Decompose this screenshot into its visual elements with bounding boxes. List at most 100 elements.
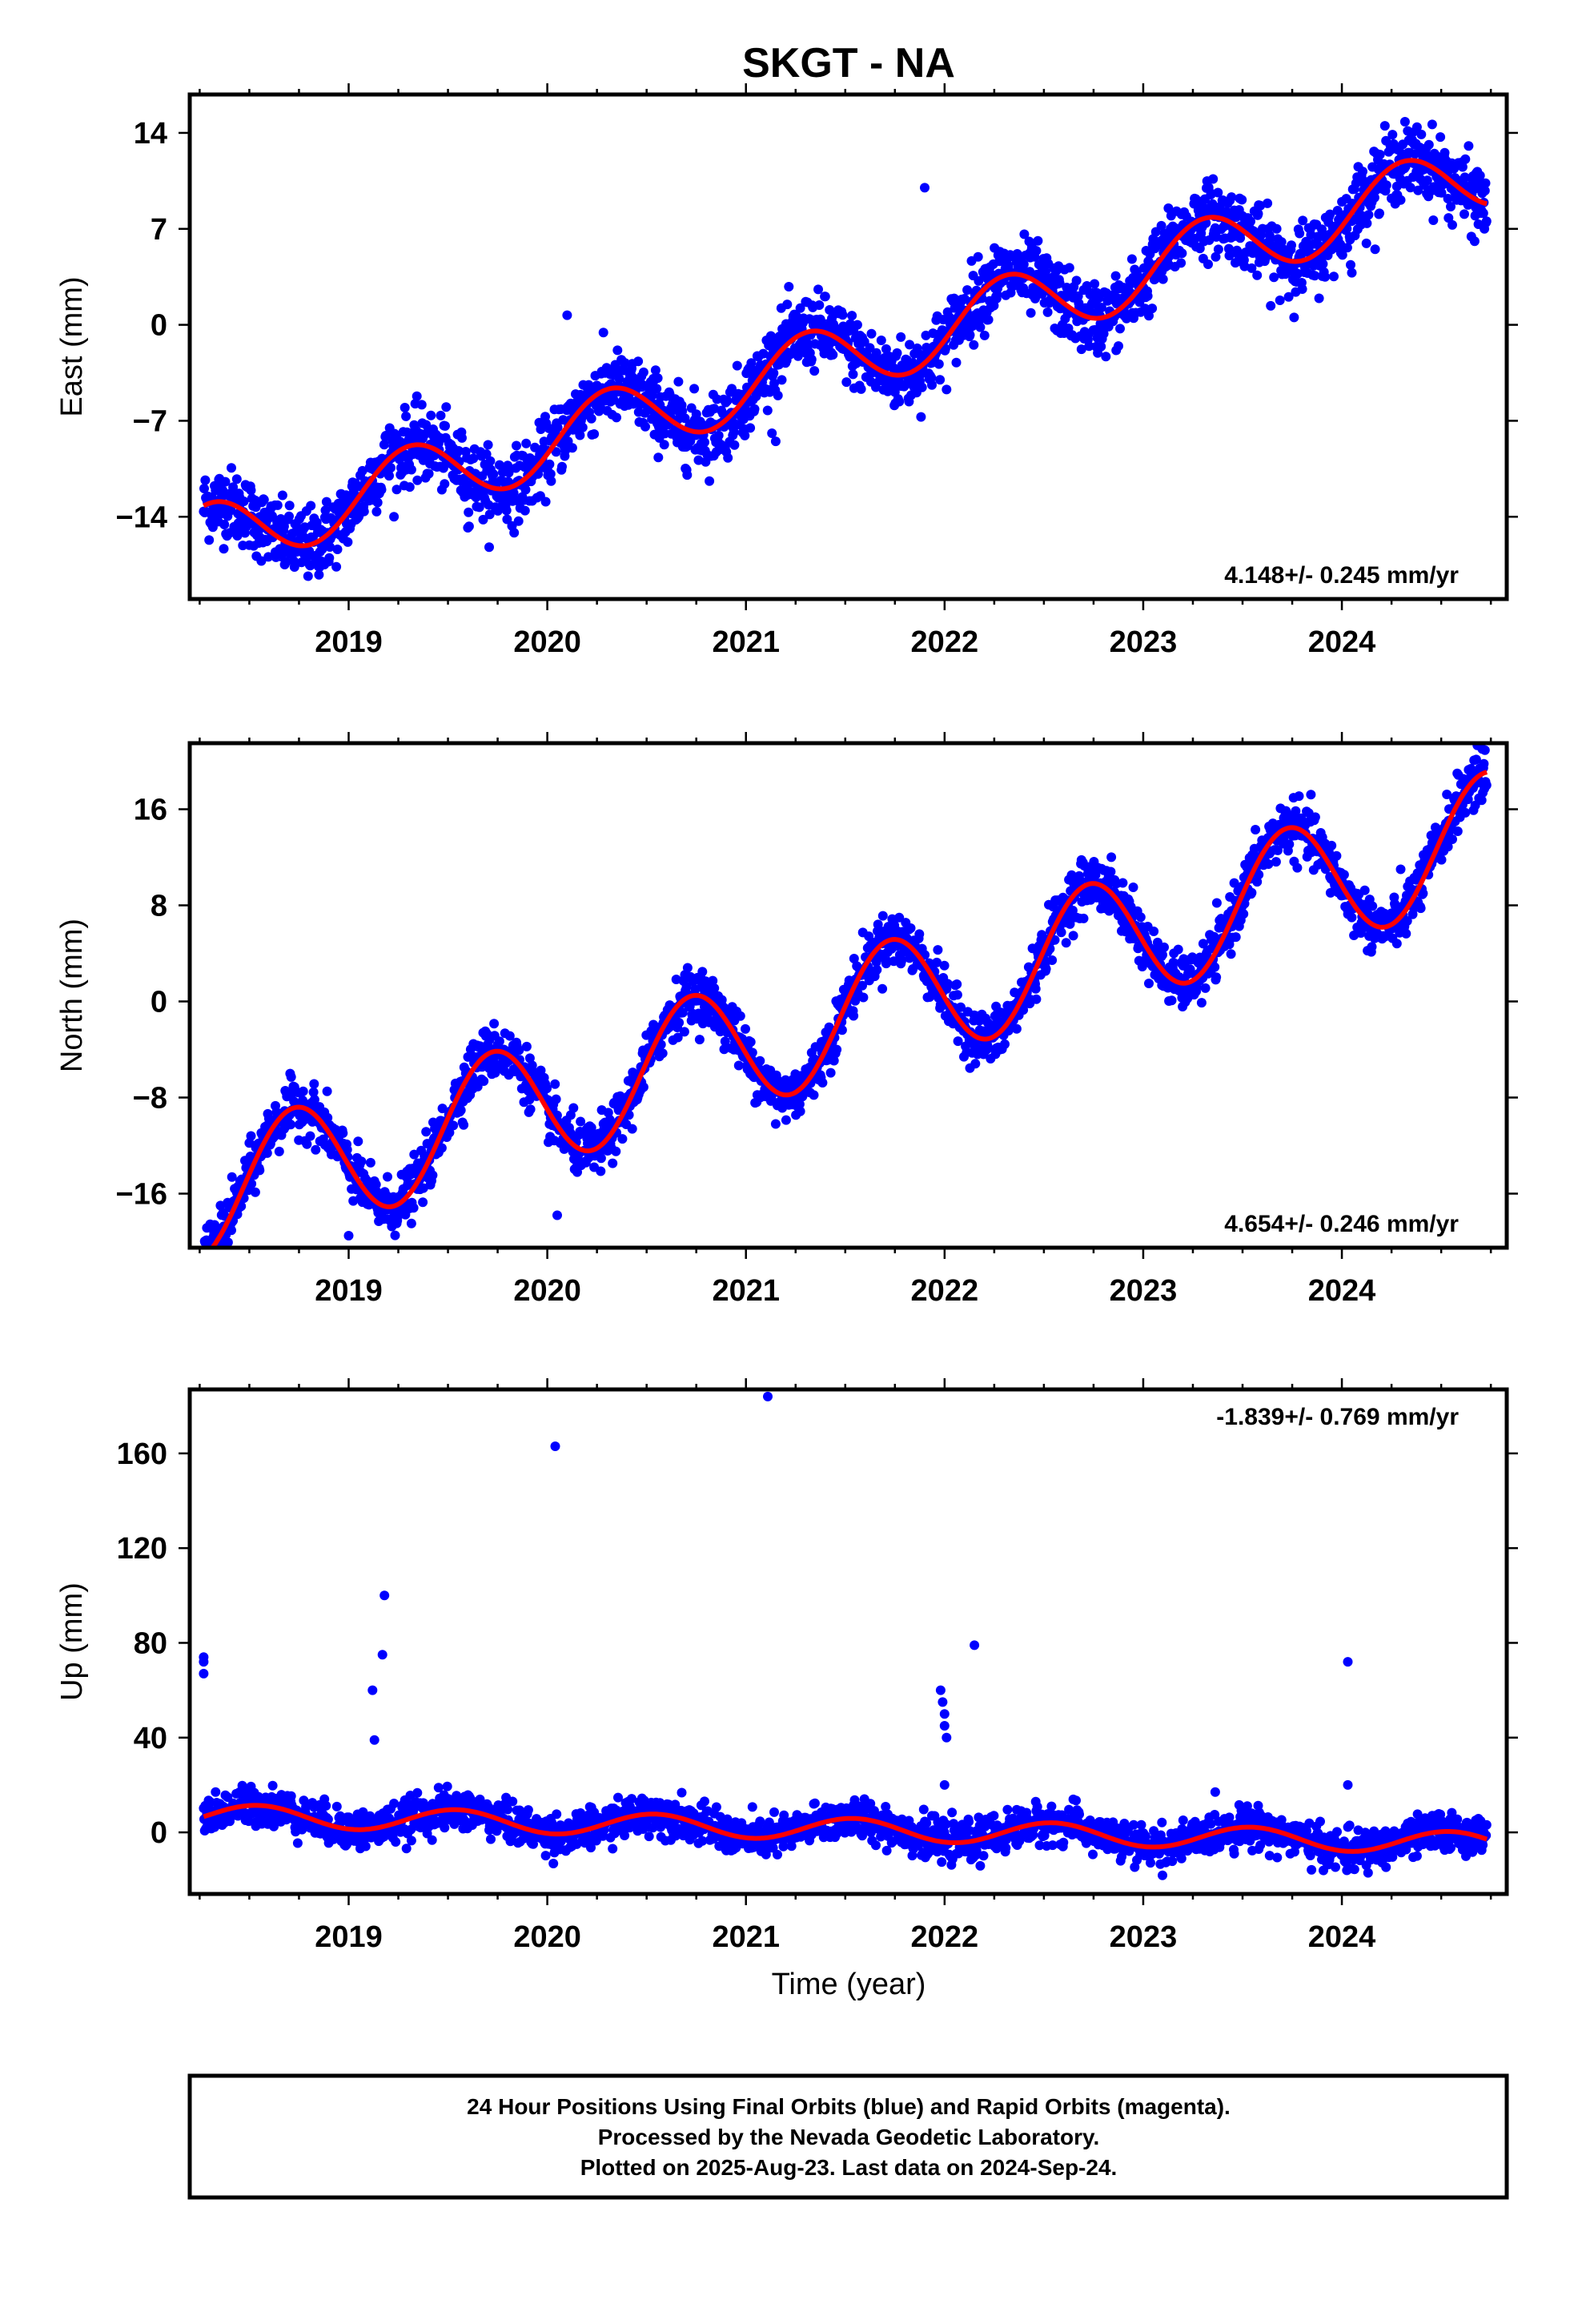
data-point	[1226, 949, 1236, 959]
data-point	[338, 1128, 348, 1138]
data-point	[1443, 842, 1453, 852]
data-point	[892, 348, 902, 358]
data-point	[841, 377, 852, 388]
data-point	[459, 1120, 469, 1130]
data-point	[1142, 291, 1153, 301]
data-point	[509, 528, 520, 538]
data-point	[468, 453, 479, 464]
data-point	[1037, 289, 1047, 300]
data-point	[1031, 994, 1042, 1004]
data-point	[1106, 866, 1116, 877]
data-point	[1247, 887, 1257, 898]
data-point	[1050, 935, 1060, 945]
y-axis-label: East (mm)	[55, 276, 89, 416]
data-point	[1229, 878, 1239, 888]
data-point	[342, 1144, 352, 1155]
data-point	[896, 956, 906, 967]
data-point	[741, 1023, 750, 1034]
data-point	[905, 923, 916, 933]
x-tick-label: 2024	[1308, 1274, 1376, 1308]
data-point	[309, 1079, 319, 1089]
data-point	[286, 1120, 296, 1130]
data-point	[1263, 198, 1273, 208]
data-point	[227, 463, 236, 473]
data-point	[324, 553, 335, 563]
data-point	[1363, 210, 1374, 220]
data-point	[1231, 932, 1241, 943]
data-point	[638, 1082, 648, 1092]
data-point	[353, 1136, 363, 1147]
data-point	[263, 552, 274, 562]
data-point	[223, 1237, 233, 1248]
data-point	[1325, 209, 1335, 219]
data-point	[441, 402, 452, 412]
data-point	[926, 372, 937, 383]
data-point	[708, 975, 718, 986]
data-point	[674, 1018, 685, 1027]
data-point	[934, 359, 944, 369]
data-point	[418, 1197, 428, 1208]
data-point	[722, 396, 733, 406]
data-point	[1033, 235, 1043, 246]
data-point	[568, 1103, 579, 1113]
data-point	[781, 1115, 791, 1125]
data-point	[817, 1078, 828, 1088]
data-point	[719, 1044, 729, 1055]
data-point	[372, 497, 383, 508]
data-point	[1213, 244, 1223, 255]
data-point	[1310, 812, 1320, 822]
y-tick-label: 0	[151, 309, 167, 343]
data-point	[727, 384, 737, 394]
outlier-point	[343, 1231, 354, 1240]
data-point	[777, 375, 787, 385]
data-point	[624, 1110, 634, 1120]
data-point	[729, 440, 740, 450]
data-point	[1329, 271, 1339, 282]
x-tick-label: 2021	[712, 625, 780, 659]
data-point	[953, 1036, 963, 1047]
data-point	[1166, 995, 1177, 1006]
data-point	[873, 919, 883, 930]
data-point	[502, 514, 512, 525]
data-point	[542, 1084, 552, 1094]
data-point	[371, 1180, 381, 1190]
data-point	[1447, 219, 1457, 230]
data-point	[1369, 192, 1379, 203]
data-point	[286, 1072, 296, 1082]
data-point	[973, 251, 983, 262]
data-point	[767, 428, 777, 438]
x-tick-label: 2020	[513, 1274, 581, 1308]
data-point	[412, 391, 422, 401]
data-point	[1275, 296, 1285, 305]
data-point	[940, 344, 950, 354]
data-point	[384, 471, 394, 481]
figure-title: SKGT - NA	[742, 40, 955, 86]
data-point	[820, 292, 830, 302]
data-point	[866, 328, 877, 339]
data-point	[832, 1044, 842, 1055]
data-point	[849, 954, 859, 963]
data-point	[1310, 271, 1320, 281]
data-point	[1337, 250, 1347, 260]
data-point	[484, 542, 494, 553]
outlier-point	[1128, 883, 1138, 892]
data-point	[1163, 203, 1174, 213]
data-point	[1422, 175, 1432, 186]
data-point	[1320, 271, 1331, 282]
data-point	[520, 485, 531, 495]
data-point	[598, 328, 608, 338]
data-point	[1292, 862, 1303, 873]
data-point	[320, 505, 331, 516]
data-point	[1342, 243, 1352, 253]
data-point	[1101, 352, 1111, 362]
data-point	[380, 431, 391, 440]
data-point	[343, 537, 353, 547]
data-point	[1460, 154, 1471, 164]
y-tick-label: −7	[133, 404, 167, 438]
data-point	[474, 502, 484, 513]
data-point	[322, 1086, 332, 1096]
data-point	[503, 460, 513, 471]
data-point	[259, 495, 269, 505]
data-point	[239, 497, 249, 506]
data-point	[933, 945, 943, 955]
